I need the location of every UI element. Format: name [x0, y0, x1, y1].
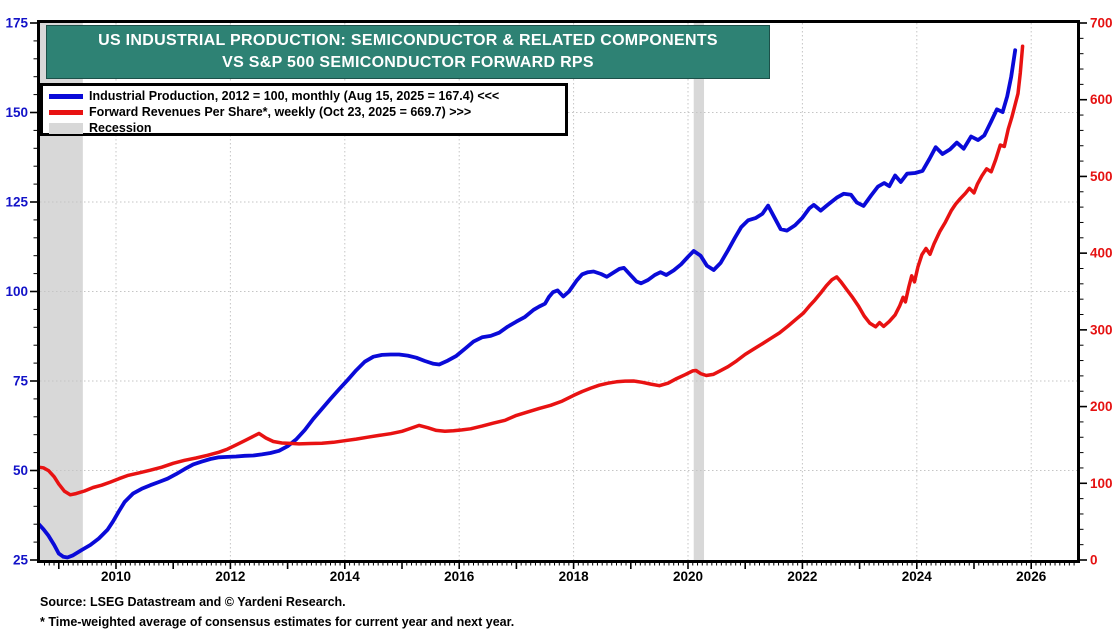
forward-revenues-per-share-line	[37, 44, 1025, 497]
legend-item-recession: Recession	[49, 120, 565, 136]
legend-label: Forward Revenues Per Share*, weekly (Oct…	[89, 105, 472, 119]
chart-title-line2: VS S&P 500 SEMICONDUCTOR FORWARD RPS	[222, 54, 594, 71]
right-axis-tick-label: 0	[1090, 553, 1098, 568]
frame-rect	[37, 20, 1080, 563]
right-axis-tick-label: 500	[1090, 169, 1113, 184]
right-axis-tick-label: 400	[1090, 246, 1113, 261]
left-axis-tick-label: 25	[13, 553, 29, 568]
left-axis-tick-label: 175	[5, 16, 28, 31]
legend-label: Industrial Production, 2012 = 100, month…	[89, 89, 500, 103]
industrial-production-line-swatch	[49, 93, 83, 99]
series-lines	[36, 44, 1025, 560]
forward-revenues-line-swatch	[49, 109, 83, 115]
chart-footer: Source: LSEG Datastream and © Yardeni Re…	[40, 592, 1040, 630]
chart-title-bar: US INDUSTRIAL PRODUCTION: SEMICONDUCTOR …	[46, 25, 770, 79]
source-note: Source: LSEG Datastream and © Yardeni Re…	[40, 595, 346, 609]
x-axis-tick-label: 2012	[215, 569, 245, 584]
plot-frame	[37, 20, 1080, 563]
left-axis-tick-label: 75	[13, 374, 29, 389]
recession-area-swatch	[49, 122, 83, 134]
axis-ticks	[30, 22, 1087, 569]
right-axis-tick-label: 200	[1090, 399, 1113, 414]
x-axis-tick-label: 2020	[673, 569, 703, 584]
legend-label: Recession	[89, 121, 152, 135]
legend: Industrial Production, 2012 = 100, month…	[40, 83, 568, 136]
axis-labels: 25 50 75 100 125 150 175 0 100 200 300 400 500 600 700…	[5, 16, 1112, 585]
left-axis-tick-label: 100	[5, 284, 28, 299]
x-axis-tick-label: 2010	[101, 569, 131, 584]
right-axis-tick-label: 100	[1090, 476, 1113, 491]
x-axis-tick-label: 2024	[902, 569, 933, 584]
x-axis-tick-label: 2018	[559, 569, 590, 584]
x-axis-tick-label: 2026	[1016, 569, 1047, 584]
left-axis-tick-label: 50	[13, 463, 28, 478]
industrial-production-line	[36, 48, 1018, 560]
x-axis-tick-label: 2022	[787, 569, 817, 584]
chart-title-line1: US INDUSTRIAL PRODUCTION: SEMICONDUCTOR …	[98, 32, 718, 49]
left-axis-tick-label: 150	[5, 105, 28, 120]
right-axis-tick-label: 300	[1090, 322, 1113, 337]
legend-item-forward-revenues: Forward Revenues Per Share*, weekly (Oct…	[49, 104, 565, 120]
left-axis-tick-label: 125	[5, 195, 28, 210]
right-axis-tick-label: 600	[1090, 92, 1113, 107]
recession-band	[693, 23, 705, 560]
x-axis-tick-label: 2016	[444, 569, 475, 584]
legend-item-industrial-production: Industrial Production, 2012 = 100, month…	[49, 88, 565, 104]
x-axis-tick-label: 2014	[330, 569, 361, 584]
right-axis-tick-label: 700	[1090, 16, 1113, 31]
footnote: * Time-weighted average of consensus est…	[40, 615, 515, 629]
